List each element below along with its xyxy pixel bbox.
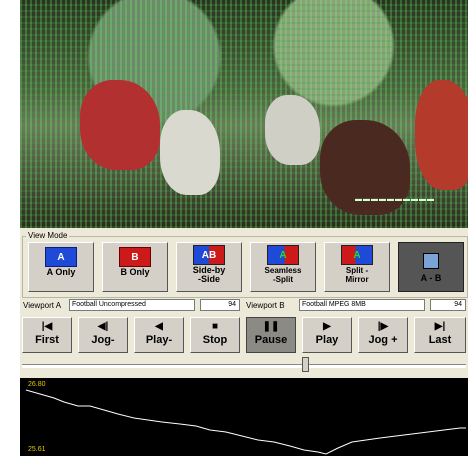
play-reverse-icon: ◀ <box>155 321 163 332</box>
viewport-b-source-field[interactable]: Football MPEG 8MB <box>299 299 425 311</box>
viewport-a-frame-field[interactable]: 94 <box>200 299 240 311</box>
button-label: Split - <box>345 266 369 275</box>
stop-button[interactable]: ■ Stop <box>190 317 240 353</box>
viewport-b-label: Viewport B <box>246 301 285 310</box>
skip-first-icon: |◀ <box>41 321 53 332</box>
jog-forward-icon: |▶ <box>377 321 389 332</box>
button-label: Stop <box>202 334 228 346</box>
button-label: Play <box>315 334 339 346</box>
button-label: Seamless <box>264 266 302 275</box>
b-only-button[interactable]: B B Only <box>102 242 168 292</box>
viewport-a-icon: A <box>45 247 77 267</box>
button-label: First <box>35 334 59 346</box>
quality-graph: 26.80 25.61 <box>20 378 468 456</box>
stop-icon: ■ <box>211 321 219 332</box>
player-figure <box>415 80 468 190</box>
split-mirror-button[interactable]: A Split - Mirror <box>324 242 390 292</box>
button-label: A Only <box>46 267 76 277</box>
pause-icon: ❚❚ <box>262 321 280 332</box>
graph-y-min-label: 25.61 <box>28 446 46 453</box>
button-label: Jog + <box>368 334 398 346</box>
button-label: Last <box>428 334 452 346</box>
button-label: -Split <box>273 275 293 284</box>
graph-plot <box>25 389 466 455</box>
button-label: Jog- <box>91 334 115 346</box>
pause-button[interactable]: ❚❚ Pause <box>246 317 296 353</box>
button-label: B Only <box>120 267 150 277</box>
view-mode-label: View Mode <box>26 231 70 240</box>
button-label: Pause <box>254 334 288 346</box>
jog-back-icon: ◀| <box>97 321 109 332</box>
play-icon: ▶ <box>323 321 331 332</box>
button-label: Mirror <box>345 275 369 284</box>
video-overlay-text: ▬▬▬▬▬▬▬▬▬▬ <box>355 196 435 203</box>
play-back-button[interactable]: ◀ Play- <box>134 317 184 353</box>
a-only-button[interactable]: A A Only <box>28 242 94 292</box>
jog-forward-button[interactable]: |▶ Jog + <box>358 317 408 353</box>
video-viewport[interactable]: ▬▬▬▬▬▬▬▬▬▬ <box>20 0 468 228</box>
seamless-split-button[interactable]: A Seamless -Split <box>250 242 316 292</box>
viewport-b-icon: B <box>119 247 151 267</box>
split-mirror-icon: A <box>341 245 373 265</box>
jog-back-button[interactable]: ◀| Jog- <box>78 317 128 353</box>
viewport-b-frame-field[interactable]: 94 <box>430 299 466 311</box>
side-by-side-icon: AB <box>193 245 225 265</box>
player-figure <box>265 95 320 165</box>
player-figure <box>320 120 410 215</box>
skip-last-icon: ▶| <box>434 321 446 332</box>
button-label: Play- <box>145 334 173 346</box>
timeline-slider-track[interactable] <box>22 364 466 368</box>
button-label: A - B <box>420 273 442 283</box>
graph-y-max-label: 26.80 <box>28 381 46 388</box>
player-figure <box>80 80 160 170</box>
graph-line <box>25 389 466 455</box>
play-button[interactable]: ▶ Play <box>302 317 352 353</box>
seamless-split-icon: A <box>267 245 299 265</box>
button-label: -Side <box>197 274 220 284</box>
viewport-a-label: Viewport A <box>23 301 62 310</box>
difference-icon <box>423 253 439 269</box>
player-figure <box>160 110 220 195</box>
last-frame-button[interactable]: ▶| Last <box>414 317 466 353</box>
viewport-a-source-field[interactable]: Football Uncompressed <box>69 299 195 311</box>
a-minus-b-button[interactable]: A - B <box>398 242 464 292</box>
timeline-slider-thumb[interactable] <box>302 357 309 372</box>
button-label: Side-by <box>192 265 226 275</box>
first-frame-button[interactable]: |◀ First <box>22 317 72 353</box>
side-by-side-button[interactable]: AB Side-by -Side <box>176 242 242 292</box>
